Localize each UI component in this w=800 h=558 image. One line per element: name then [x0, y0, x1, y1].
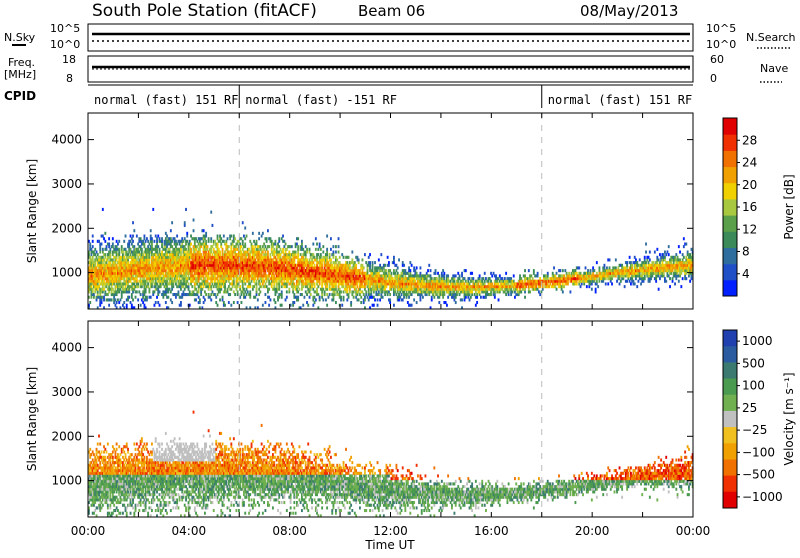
- velocity-colorbar: 1000 500 100 25 −25 −100 −500 −1000 Velocity [m …: [723, 330, 796, 509]
- colorbar-swatch: [723, 264, 737, 281]
- cpid-segment-label: normal (fast) 151 RF: [94, 93, 239, 107]
- colorbar-tick-label: −25: [742, 423, 767, 437]
- x-tick-label: 20:00: [575, 524, 610, 538]
- y-tick-label: 4000: [51, 341, 82, 355]
- colorbar-tick-label: −100: [742, 445, 775, 459]
- velocity-ylabel: Slant Range [km]: [25, 367, 39, 471]
- cpid-label: CPID: [4, 89, 36, 103]
- colorbar-swatch: [723, 460, 737, 477]
- velocity-cells: [88, 411, 694, 518]
- colorbar-swatch: [723, 427, 737, 444]
- freq-tick-top: 18: [62, 53, 76, 66]
- colorbar-swatch: [723, 248, 737, 265]
- colorbar-swatch: [723, 150, 737, 167]
- x-tick-label: 00:00: [71, 524, 106, 538]
- power-ylabel: Slant Range [km]: [25, 159, 39, 263]
- freq-unit-label: [MHz]: [4, 68, 36, 81]
- colorbar-swatch: [723, 346, 737, 363]
- colorbar-tick-label: −500: [742, 468, 775, 482]
- colorbar-tick-label: 8: [742, 245, 750, 259]
- colorbar-tick-label: 20: [742, 178, 757, 192]
- nsearch-label: N.Search: [746, 31, 796, 44]
- velocity-panel: Slant Range [km] Time UT 1000 2000 3000 400…: [25, 321, 710, 552]
- colorbar-swatch: [723, 280, 737, 297]
- station-title: South Pole Station (fitACF): [92, 1, 317, 21]
- nsky-label: N.Sky: [4, 31, 36, 44]
- colorbar-tick-label: 25: [742, 401, 757, 415]
- y-tick-label: 3000: [51, 385, 82, 399]
- freq-tick-bottom: 8: [66, 72, 73, 85]
- cpid-panel: CPID normal (fast) 151 RF normal (fast) -…: [4, 85, 693, 108]
- y-tick-label: 3000: [51, 177, 82, 191]
- x-tick-label: 04:00: [172, 524, 207, 538]
- y-tick-label: 1000: [51, 474, 82, 488]
- colorbar-swatch: [723, 330, 737, 347]
- colorbar-swatch: [723, 199, 737, 216]
- nsky-tick-bottom: 10^0: [50, 38, 80, 51]
- cpid-segment-label: normal (fast) 151 RF: [548, 93, 693, 107]
- power-colorbar: 4 8 12 16 20 24 28 Power [dB]: [723, 118, 796, 297]
- colorbar-swatch: [723, 476, 737, 493]
- colorbar-swatch: [723, 118, 737, 135]
- y-tick-label: 1000: [51, 266, 82, 280]
- y-tick-label: 2000: [51, 221, 82, 235]
- colorbar-tick-label: 1000: [742, 334, 773, 348]
- nsearch-tick-bottom: 10^0: [706, 38, 736, 51]
- x-tick-label: 16:00: [474, 524, 509, 538]
- colorbar-label: Velocity [m s⁻¹]: [782, 372, 796, 465]
- colorbar-tick-label: 28: [742, 133, 757, 147]
- colorbar-label: Power [dB]: [782, 174, 796, 239]
- colorbar-tick-label: 500: [742, 356, 765, 370]
- nave-tick-bottom: 0: [710, 72, 717, 85]
- colorbar-tick-label: 24: [742, 156, 757, 170]
- colorbar-swatch: [723, 167, 737, 184]
- colorbar-swatch: [723, 411, 737, 428]
- colorbar-swatch: [723, 215, 737, 232]
- cpid-segment-label: normal (fast) -151 RF: [245, 93, 397, 107]
- colorbar-swatch: [723, 395, 737, 412]
- nave-label: Nave: [760, 62, 788, 75]
- colorbar-tick-label: 4: [742, 267, 750, 281]
- colorbar-tick-label: 100: [742, 379, 765, 393]
- colorbar-tick-label: −1000: [742, 490, 783, 504]
- x-tick-label: 08:00: [272, 524, 307, 538]
- colorbar-swatch: [723, 443, 737, 460]
- y-tick-label: 4000: [51, 133, 82, 147]
- y-tick-label: 2000: [51, 429, 82, 443]
- x-tick-label: 00:00: [676, 524, 711, 538]
- date-label: 08/May/2013: [580, 2, 678, 20]
- colorbar-swatch: [723, 379, 737, 396]
- colorbar-swatch: [723, 492, 737, 509]
- colorbar-swatch: [723, 231, 737, 248]
- nave-tick-top: 60: [710, 53, 724, 66]
- freq-panel: Freq. [MHz] 18 8 60 0 Nave: [4, 53, 788, 85]
- power-cells: [88, 208, 694, 309]
- x-tick-label: 12:00: [373, 524, 408, 538]
- nsky-panel: N.Sky 10^5 10^0 10^5 10^0 N.Search: [4, 22, 796, 51]
- beam-label: Beam 06: [358, 2, 425, 20]
- colorbar-swatch: [723, 134, 737, 151]
- colorbar-tick-label: 12: [742, 222, 757, 236]
- colorbar-tick-label: 16: [742, 200, 757, 214]
- power-panel: Slant Range [km] 1000 2000 3000 4000: [25, 113, 694, 309]
- nsky-tick-top: 10^5: [50, 22, 80, 35]
- nsearch-tick-top: 10^5: [706, 22, 736, 35]
- velocity-xlabel: Time UT: [364, 538, 415, 552]
- colorbar-swatch: [723, 362, 737, 379]
- colorbar-swatch: [723, 183, 737, 200]
